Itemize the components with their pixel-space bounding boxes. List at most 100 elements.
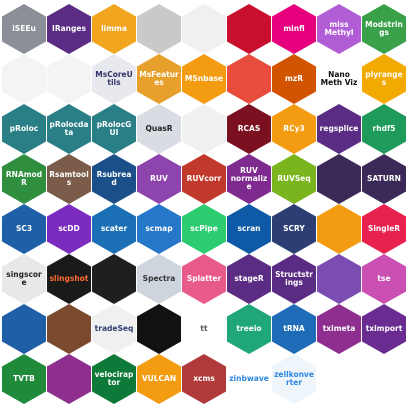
sticker-label: pRolocGUI bbox=[96, 121, 132, 138]
sticker-label: pRolocdata bbox=[49, 121, 89, 138]
sticker-label: Nano Meth Viz bbox=[320, 71, 358, 87]
hex-sticker bbox=[47, 304, 91, 355]
hex-sticker: RUV normalize bbox=[227, 154, 271, 205]
sticker-label: tRNA bbox=[283, 325, 305, 334]
hex-sticker: VULCAN bbox=[137, 354, 181, 404]
hex-sticker bbox=[137, 4, 181, 54]
sticker-label: RUVSeq bbox=[277, 175, 311, 184]
hex-sticker: miss Methyl bbox=[317, 4, 361, 54]
sticker-label: RCAS bbox=[237, 125, 261, 134]
sticker-label: Rsubread bbox=[96, 171, 132, 188]
hex-sticker: pRolocdata bbox=[47, 104, 91, 155]
sticker-label: rhdf5 bbox=[372, 125, 396, 134]
hex-sticker: Splatter bbox=[182, 254, 226, 305]
hex-sticker bbox=[227, 4, 271, 54]
hex-sticker: MSnbase bbox=[182, 54, 226, 104]
sticker-label: pRoloc bbox=[9, 125, 39, 134]
sticker-label: tradeSeq bbox=[94, 325, 134, 334]
sticker-label: Rsamtools bbox=[49, 171, 89, 188]
hex-sticker: tse bbox=[362, 254, 406, 305]
hex-sticker: stageR bbox=[227, 254, 271, 305]
hex-sticker: SCRY bbox=[272, 204, 316, 255]
hex-sticker: pRoloc bbox=[2, 104, 46, 155]
hex-sticker: scmap bbox=[137, 204, 181, 255]
sticker-label: zellkonverter bbox=[274, 371, 314, 388]
hex-sticker: RUV bbox=[137, 154, 181, 205]
hex-sticker: scDD bbox=[47, 204, 91, 255]
sticker-label: RUV normalize bbox=[230, 167, 268, 192]
hex-sticker: SATURN bbox=[362, 154, 406, 205]
sticker-label: plyranges bbox=[365, 71, 403, 87]
hex-sticker: minfi bbox=[272, 4, 316, 54]
hex-sticker: MsCoreUtils bbox=[92, 54, 136, 104]
hex-sticker bbox=[182, 104, 226, 155]
sticker-label: Structstrings bbox=[275, 271, 313, 288]
sticker-label: singscore bbox=[6, 271, 42, 288]
sticker-label: TVTB bbox=[13, 375, 35, 384]
hex-sticker: tximeta bbox=[317, 304, 361, 355]
sticker-label: regsplice bbox=[319, 125, 359, 134]
sticker-label: RNAmodR bbox=[5, 171, 43, 188]
hex-sticker: RUVcorr bbox=[182, 154, 226, 205]
sticker-label: scDD bbox=[58, 225, 80, 234]
hex-sticker: tt bbox=[182, 304, 226, 355]
hex-sticker: tximport bbox=[362, 304, 406, 355]
hex-sticker: SC3 bbox=[2, 204, 46, 255]
sticker-label: MsCoreUtils bbox=[95, 71, 133, 87]
sticker-label: scPipe bbox=[190, 225, 218, 234]
hex-sticker: Rsubread bbox=[92, 154, 136, 205]
sticker-label: xcms bbox=[193, 375, 215, 384]
sticker-label: limma bbox=[101, 25, 127, 33]
hex-sticker: RNAmodR bbox=[2, 154, 46, 205]
hex-sticker: limma bbox=[92, 4, 136, 54]
sticker-label: scater bbox=[100, 225, 128, 234]
sticker-label: scran bbox=[237, 225, 261, 234]
hex-sticker: velociraptor bbox=[92, 354, 136, 404]
hex-sticker: Structstrings bbox=[272, 254, 316, 305]
hex-sticker: zellkonverter bbox=[272, 354, 316, 404]
sticker-label: Splatter bbox=[186, 275, 222, 284]
hex-sticker bbox=[2, 54, 46, 104]
sticker-label: tt bbox=[200, 325, 208, 334]
hex-sticker: slingshot bbox=[47, 254, 91, 305]
hex-sticker: MsFeatures bbox=[137, 54, 181, 104]
sticker-label: tse bbox=[377, 275, 391, 284]
hex-sticker bbox=[317, 154, 361, 205]
sticker-label: velociraptor bbox=[94, 371, 134, 388]
hex-sticker bbox=[182, 4, 226, 54]
hex-sticker: RUVSeq bbox=[272, 154, 316, 205]
sticker-label: SingleR bbox=[367, 225, 401, 234]
hex-sticker: Spectra bbox=[137, 254, 181, 305]
sticker-label: VULCAN bbox=[141, 375, 177, 384]
hex-sticker: QuasR bbox=[137, 104, 181, 155]
hex-sticker bbox=[317, 254, 361, 305]
hex-sticker: regsplice bbox=[317, 104, 361, 155]
hex-sticker: Nano Meth Viz bbox=[317, 54, 361, 104]
sticker-label: QuasR bbox=[145, 125, 173, 134]
sticker-label: SCRY bbox=[283, 225, 305, 234]
hex-sticker: scPipe bbox=[182, 204, 226, 255]
sticker-label: zinbwave bbox=[229, 375, 269, 384]
sticker-label: iSEEu bbox=[12, 25, 36, 33]
sticker-label: SC3 bbox=[15, 225, 33, 234]
hex-sticker: zinbwave bbox=[227, 354, 271, 404]
sticker-label: tximeta bbox=[322, 325, 356, 334]
sticker-label: IRanges bbox=[52, 25, 86, 33]
sticker-label: tximport bbox=[365, 325, 403, 334]
hex-sticker: IRanges bbox=[47, 4, 91, 54]
sticker-label: slingshot bbox=[49, 275, 89, 284]
hex-sticker: RCAS bbox=[227, 104, 271, 155]
hex-sticker bbox=[317, 204, 361, 255]
sticker-label: scmap bbox=[145, 225, 173, 234]
hex-sticker bbox=[47, 354, 91, 404]
hex-sticker: xcms bbox=[182, 354, 226, 404]
hex-sticker: scater bbox=[92, 204, 136, 255]
sticker-label: stageR bbox=[234, 275, 264, 284]
hex-sticker: Rsamtools bbox=[47, 154, 91, 205]
sticker-label: miss Methyl bbox=[324, 21, 354, 37]
hex-sticker: mzR bbox=[272, 54, 316, 104]
hex-sticker: TVTB bbox=[2, 354, 46, 404]
sticker-label: minfi bbox=[283, 25, 305, 33]
hex-sticker: SingleR bbox=[362, 204, 406, 255]
